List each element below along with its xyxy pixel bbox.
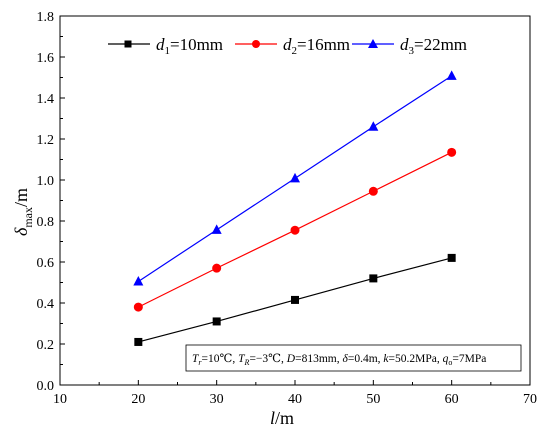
y-axis-title: δmax/m <box>11 188 35 236</box>
data-point-d1-50 <box>369 274 378 283</box>
x-axis-title: l/m <box>270 408 294 428</box>
legend: d1=10mm d2=16mm d3=22mm <box>108 35 467 57</box>
data-point-d2-20 <box>133 302 143 312</box>
y-tick-label: 1.2 <box>37 133 55 148</box>
data-point-d2-40 <box>290 225 300 235</box>
x-tick-label: 20 <box>131 392 145 407</box>
y-tick-label: 0.6 <box>37 256 55 271</box>
data-point-d1-30 <box>212 317 221 326</box>
data-point-d1-20 <box>134 337 143 346</box>
data-point-d3-20 <box>133 275 144 286</box>
data-point-d1-60 <box>447 253 456 262</box>
series-markers <box>133 70 457 346</box>
x-tick-label: 40 <box>288 392 302 407</box>
plot-frame <box>59 15 531 386</box>
data-point-d3-30 <box>211 224 222 234</box>
data-point-d1-40 <box>291 295 299 304</box>
legend-marker-d1 <box>124 40 132 48</box>
x-tick-label: 60 <box>445 392 459 407</box>
data-point-d2-50 <box>368 186 378 196</box>
x-tick-label: 10 <box>53 392 67 407</box>
data-point-d2-60 <box>447 147 457 157</box>
x-tick-label: 70 <box>523 392 537 407</box>
x-tick-label: 50 <box>366 392 380 407</box>
y-tick-label: 1.6 <box>37 51 55 66</box>
y-tick-label: 1.0 <box>37 174 55 189</box>
data-point-d2-30 <box>212 263 222 273</box>
y-tick-label: 0.0 <box>37 379 55 394</box>
y-tick-label: 0.8 <box>37 215 55 230</box>
y-tick-label: 1.8 <box>37 10 55 25</box>
legend-label-d2: d2=16mm <box>283 35 350 57</box>
axis-ticks: 10 20 30 40 50 60 70 0.0 0.2 0.4 0.6 0.8 1.0 1.2 1.4 1.… <box>37 10 538 407</box>
data-point-d3-60 <box>446 70 457 80</box>
data-point-d3-50 <box>368 121 379 131</box>
annotation-text: Tr=10℃, TR=−3℃, D=813mm, δ=0.4m, k=50.2M… <box>192 353 486 367</box>
legend-marker-d2 <box>252 40 260 48</box>
x-tick-label: 30 <box>210 392 224 407</box>
legend-label-d3: d3=22mm <box>400 35 467 57</box>
y-tick-label: 0.2 <box>37 338 55 353</box>
legend-label-d1: d1=10mm <box>156 35 223 57</box>
annotation-box <box>185 344 522 372</box>
parameter-annotation: Tr=10℃, TR=−3℃, D=813mm, δ=0.4m, k=50.2M… <box>185 344 522 372</box>
data-point-d3-40 <box>290 172 300 183</box>
y-tick-label: 1.4 <box>37 92 55 107</box>
legend-marker-d3 <box>368 39 378 48</box>
y-tick-label: 0.4 <box>37 297 55 312</box>
